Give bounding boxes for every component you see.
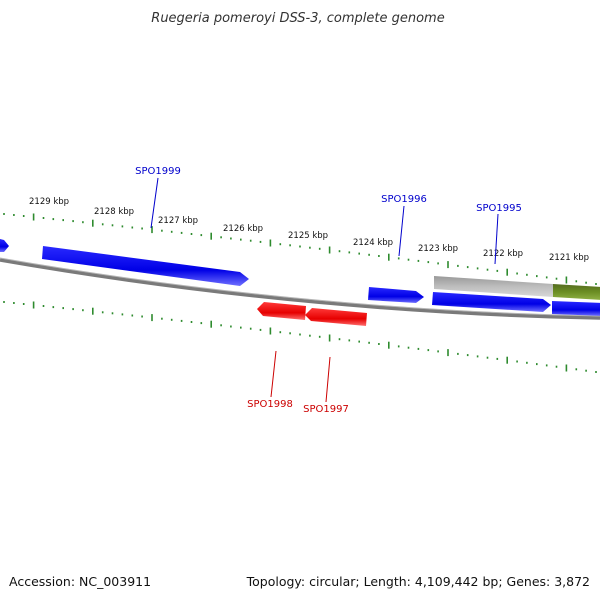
leader-spo1998 <box>270 350 277 398</box>
leader-spo1996 <box>398 205 405 257</box>
tick-label-2128: 2128 kbp <box>94 207 134 217</box>
tick-label-2123: 2123 kbp <box>418 244 458 254</box>
gene-spo1996[interactable] <box>368 287 424 303</box>
leader-spo1995 <box>494 213 499 265</box>
tick-label-2129: 2129 kbp <box>29 197 69 207</box>
gene-spo1997[interactable] <box>305 308 367 326</box>
inner-scale-ticks <box>3 301 597 373</box>
outer-scale-ticks <box>3 213 597 285</box>
tick-label-2122: 2122 kbp <box>483 249 523 259</box>
map-title: Ruegeria pomeroyi DSS-3, complete genome <box>151 11 444 26</box>
gene-spo1999[interactable] <box>42 246 249 286</box>
genome-backbone <box>0 258 600 320</box>
label-spo1996[interactable]: SPO1996 <box>381 194 427 205</box>
tick-label-2124: 2124 kbp <box>353 238 393 248</box>
gene-right-edge-forward[interactable] <box>552 301 600 316</box>
gene-left-edge-forward[interactable] <box>0 239 9 252</box>
summary-text: Topology: circular; Length: 4,109,442 bp… <box>246 574 590 589</box>
feature-green-bar[interactable] <box>553 284 600 300</box>
tick-label-2126: 2126 kbp <box>223 224 263 234</box>
leader-spo1997 <box>325 356 331 403</box>
label-spo1998[interactable]: SPO1998 <box>247 399 293 410</box>
gene-spo1995[interactable] <box>432 292 551 312</box>
tick-label-2127: 2127 kbp <box>158 216 198 226</box>
tick-label-2125: 2125 kbp <box>288 231 328 241</box>
label-spo1997[interactable]: SPO1997 <box>303 404 349 415</box>
gene-spo1998[interactable] <box>257 302 306 320</box>
genome-backbone-highlight <box>0 257 600 317</box>
label-spo1995[interactable]: SPO1995 <box>476 203 522 214</box>
label-spo1999[interactable]: SPO1999 <box>135 166 181 177</box>
tick-label-2121: 2121 kbp <box>549 253 589 263</box>
leader-spo1999 <box>150 177 159 229</box>
feature-grey-bar[interactable] <box>434 276 553 297</box>
accession-text: Accession: NC_003911 <box>9 574 151 589</box>
scale-labels: 2129 kbp 2128 kbp 2127 kbp 2126 kbp 2125… <box>29 197 589 263</box>
